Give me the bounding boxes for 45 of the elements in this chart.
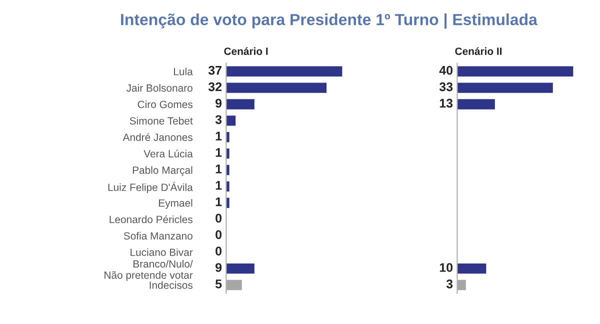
- data-label: 9: [216, 98, 222, 108]
- y-tick-label: Luiz Felipe D'Ávila: [108, 182, 193, 194]
- chart-subtitle: Cenário I: [224, 47, 268, 55]
- y-tick-label: Branco/Nulo/ Não pretende votar: [104, 260, 193, 281]
- bar: [457, 99, 495, 110]
- y-tick-label: Simone Tebet: [130, 116, 193, 125]
- data-label: 0: [216, 246, 222, 256]
- data-label: 0: [216, 230, 222, 240]
- bar: [226, 66, 342, 76]
- data-label: 1: [216, 148, 222, 157]
- bar: [226, 82, 327, 93]
- data-label: 13: [440, 98, 453, 108]
- data-label: 1: [216, 164, 222, 174]
- y-tick-label: Sofia Manzano: [124, 232, 192, 240]
- data-label: 33: [439, 82, 453, 92]
- y-tick-label: Vera Lúcia: [144, 150, 193, 158]
- data-label: 1: [216, 132, 222, 140]
- y-tick-label: Eymael: [158, 199, 192, 209]
- data-label: 40: [439, 66, 453, 75]
- data-label: 37: [208, 66, 222, 75]
- data-label: 3: [446, 280, 453, 288]
- chart-title: Intenção de voto para Presidente 1º Turno | Estimulada: [121, 14, 538, 29]
- data-label: 0: [216, 214, 222, 223]
- bar: [457, 263, 486, 274]
- y-tick-label: Leonardo Péricles: [110, 215, 192, 224]
- data-label: 10: [440, 263, 453, 272]
- y-tick-label: Jair Bolsonaro: [126, 84, 192, 92]
- data-label: 3: [215, 115, 222, 124]
- y-tick-label: André Janones: [122, 133, 192, 141]
- y-tick-label: Luciano Bivar: [130, 248, 193, 256]
- y-tick-label: Indecisos: [150, 281, 192, 289]
- bar: [226, 99, 254, 110]
- data-label: 1: [216, 181, 222, 190]
- data-label: 5: [215, 280, 222, 288]
- y-tick-label: Lula: [174, 68, 193, 76]
- y-tick-label: Ciro Gomes: [138, 100, 192, 108]
- bar: [226, 116, 236, 126]
- y-tick-label: Pablo Marçal: [132, 166, 192, 176]
- bar: [457, 66, 574, 76]
- bar: [226, 263, 254, 274]
- data-label: 1: [216, 197, 222, 206]
- chart-subtitle: Cenário II: [455, 47, 502, 55]
- data-label: 32: [208, 82, 222, 92]
- bar: [457, 82, 553, 93]
- data-label: 9: [216, 263, 222, 272]
